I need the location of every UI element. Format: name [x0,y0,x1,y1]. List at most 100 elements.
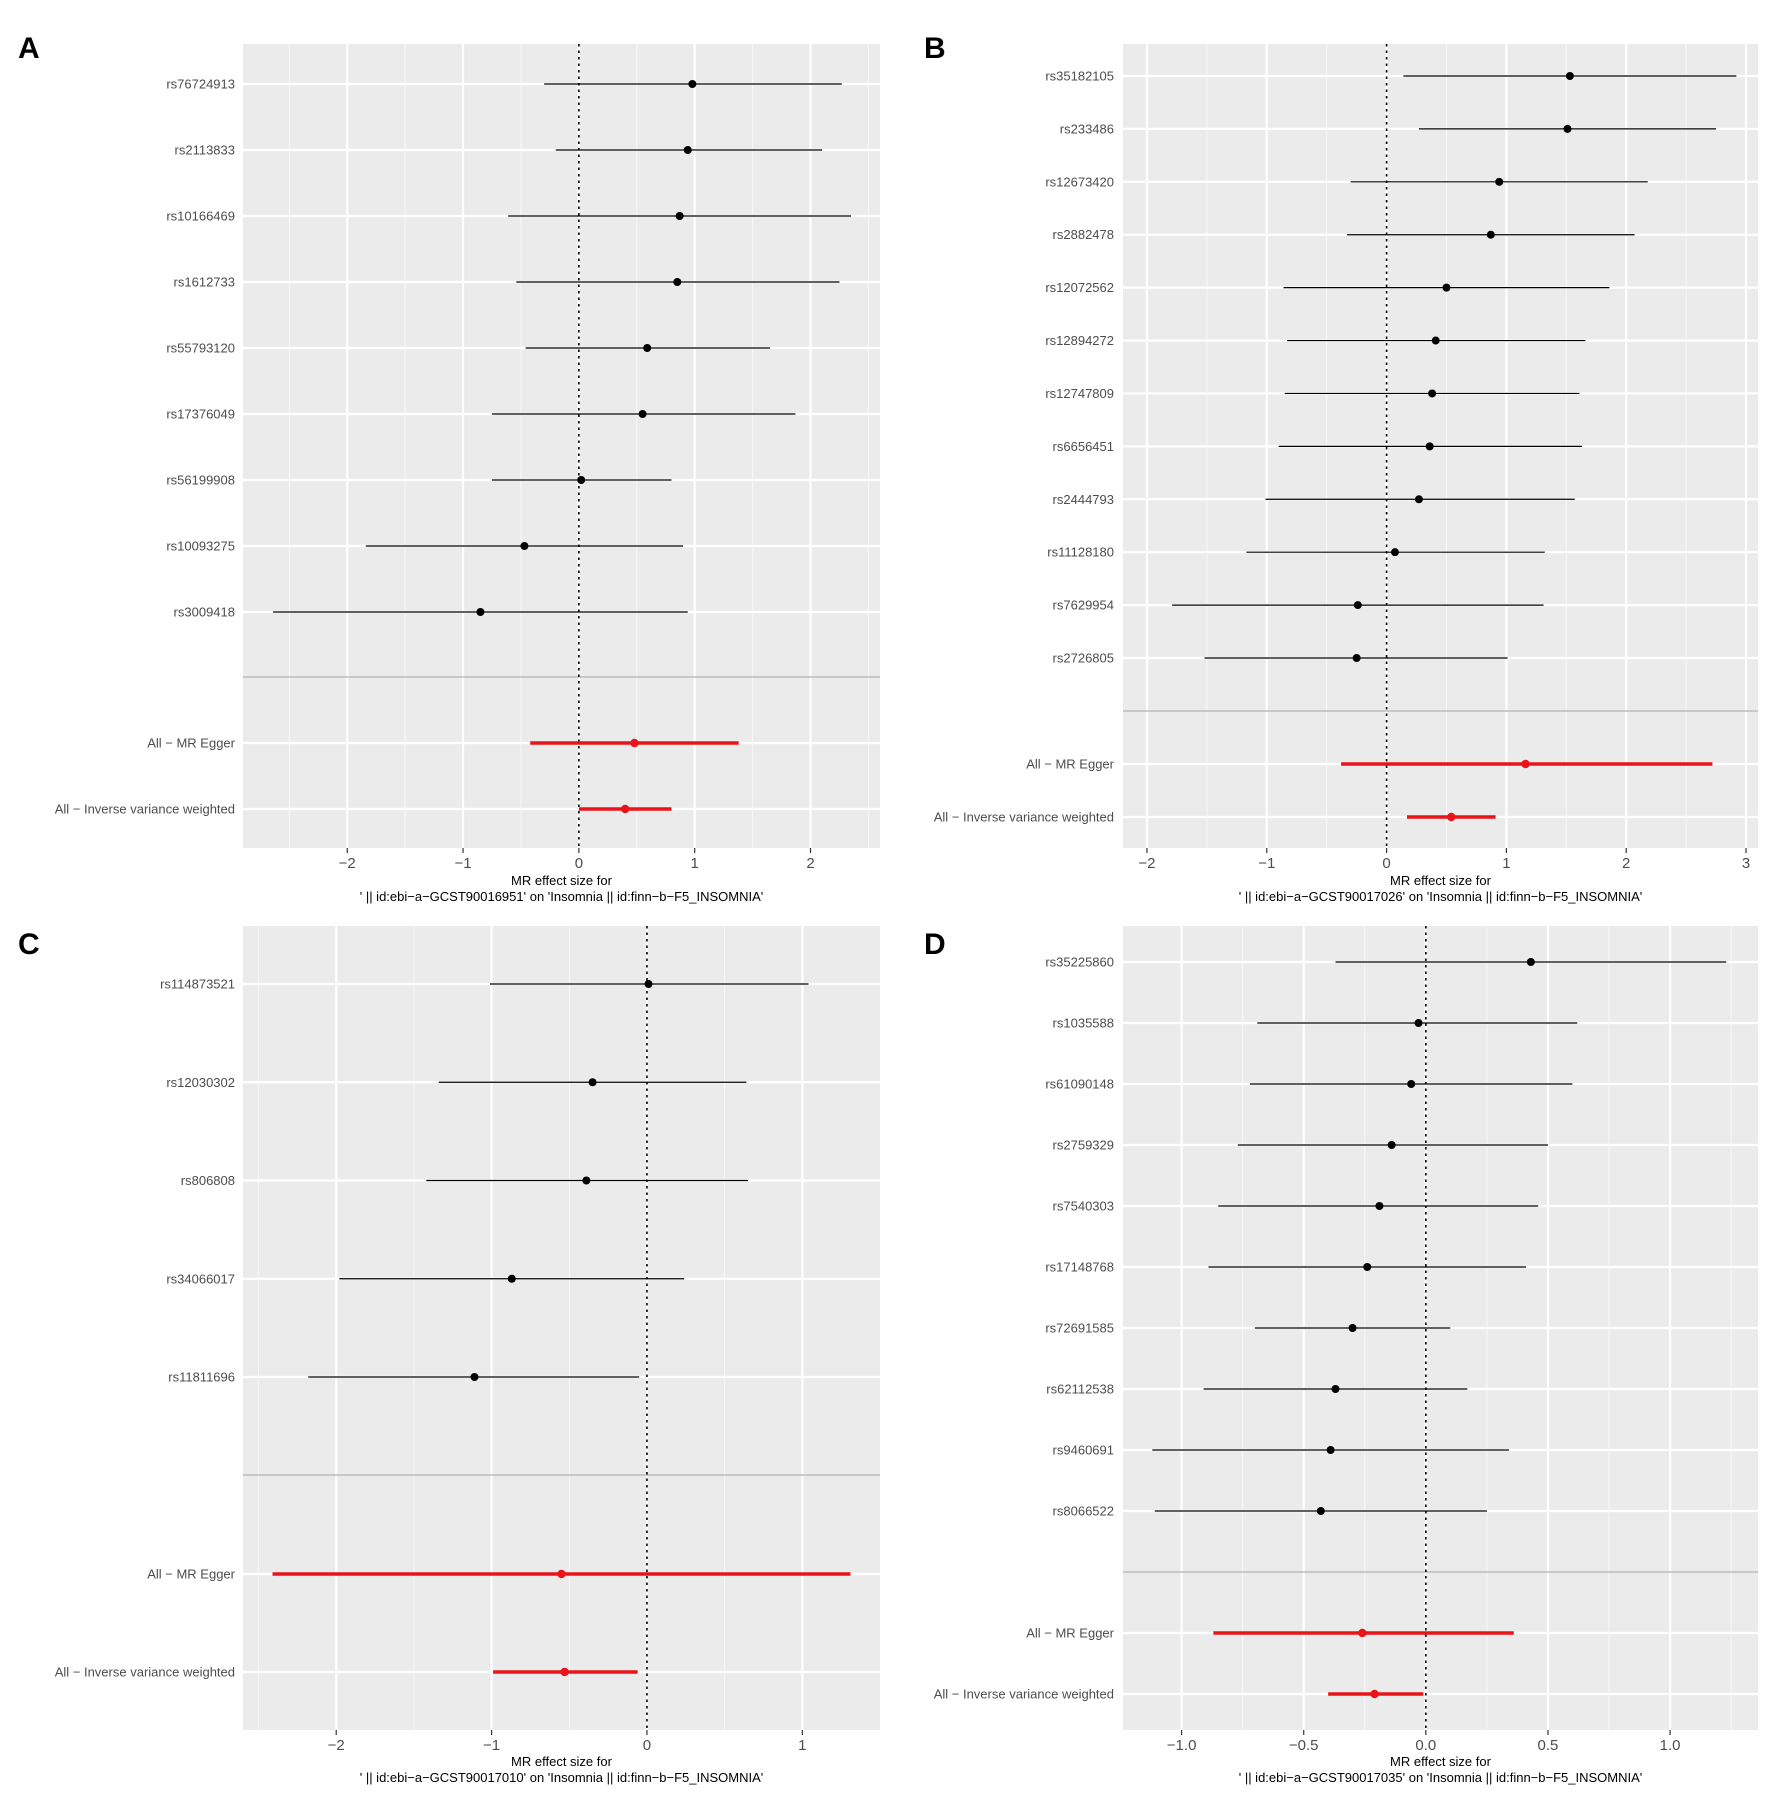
snp-estimate-point [1390,548,1399,557]
snp-estimate-point [1495,177,1504,186]
snp-label: rs62112538 [1046,1382,1114,1397]
snp-estimate-point [507,1274,516,1283]
panel-letter: C [18,928,40,961]
snp-label: rs12072562 [1045,280,1114,295]
snp-label: rs34066017 [166,1271,235,1286]
x-tick-label: 2 [806,855,814,872]
snp-estimate-point [1442,283,1451,292]
x-tick-label: −1 [1258,855,1275,872]
x-tick-label: 0 [643,1737,651,1754]
snp-label: rs56199908 [166,473,235,488]
summary-label: All − MR Egger [1026,1626,1114,1641]
summary-label: All − MR Egger [147,736,235,751]
snp-estimate-point [644,980,653,988]
plot-background [243,44,880,848]
snp-label: rs76724913 [166,77,235,92]
x-tick-label: −1.0 [1167,1737,1197,1754]
snp-estimate-point [643,344,652,352]
x-tick-label: −1 [483,1737,500,1754]
snp-estimate-point [1526,958,1535,966]
snp-estimate-point [1563,124,1572,133]
snp-label: rs12747809 [1045,386,1114,401]
snp-estimate-point [1428,389,1437,398]
snp-estimate-point [1331,1385,1340,1393]
snp-label: rs2882478 [1053,227,1114,242]
x-axis-title: MR effect size for [511,873,613,888]
x-axis-subtitle: ' || id:ebi−a−GCST90017026' on 'Insomnia… [1239,889,1643,904]
snp-label: rs1612733 [174,275,235,290]
snp-label: rs17148768 [1045,1260,1114,1275]
snp-label: rs6656451 [1053,439,1114,454]
panel-letter: A [18,32,40,65]
snp-label: rs11128180 [1047,545,1114,560]
snp-label: rs233486 [1060,121,1114,136]
snp-estimate-point [1407,1080,1416,1088]
snp-label: rs7629954 [1053,598,1114,613]
snp-label: rs17376049 [166,407,235,422]
snp-estimate-point [588,1078,597,1087]
summary-label: All − Inverse variance weighted [55,802,235,817]
panel-letter: B [924,32,946,65]
summary-estimate-point [1358,1628,1367,1638]
snp-estimate-point [1431,336,1440,345]
summary-label: All − Inverse variance weighted [55,1665,235,1680]
summary-label: All − MR Egger [1026,757,1114,772]
summary-estimate-point [1447,812,1456,822]
x-axis-subtitle: ' || id:ebi−a−GCST90016951' on 'Insomnia… [360,889,764,904]
x-tick-label: 1 [798,1737,806,1754]
summary-estimate-point [557,1569,566,1579]
snp-estimate-point [1316,1507,1325,1515]
snp-estimate-point [1363,1263,1372,1271]
snp-label: rs61090148 [1045,1077,1114,1092]
x-tick-label: −0.5 [1289,1737,1319,1754]
snp-label: rs11811696 [168,1370,235,1385]
snp-label: rs1035588 [1053,1016,1114,1031]
snp-estimate-point [673,278,682,286]
snp-estimate-point [1326,1446,1335,1454]
snp-label: rs2759329 [1053,1138,1114,1153]
snp-estimate-point [582,1176,591,1185]
snp-estimate-point [683,146,692,154]
plot-background [243,926,880,1730]
snp-estimate-point [638,410,647,418]
x-tick-label: −2 [339,855,356,872]
snp-estimate-point [1486,230,1495,239]
snp-estimate-point [1425,442,1434,451]
summary-estimate-point [621,804,630,814]
snp-label: rs35225860 [1045,955,1114,970]
x-tick-label: 1.0 [1660,1737,1681,1754]
snp-label: rs2444793 [1053,492,1114,507]
x-tick-label: 2 [1622,855,1630,872]
snp-label: rs35182105 [1045,69,1114,84]
snp-estimate-point [1414,495,1423,504]
snp-estimate-point [577,476,586,484]
snp-label: rs10166469 [166,209,235,224]
x-axis-subtitle: ' || id:ebi−a−GCST90017035' on 'Insomnia… [1239,1770,1643,1785]
summary-estimate-point [560,1667,569,1677]
snp-estimate-point [1348,1324,1357,1332]
snp-estimate-point [1375,1202,1384,1210]
x-axis-title: MR effect size for [1390,873,1492,888]
snp-label: rs114873521 [160,977,235,992]
snp-label: rs9460691 [1053,1443,1114,1458]
snp-label: rs72691585 [1045,1321,1114,1336]
x-tick-label: 0 [1382,855,1390,872]
snp-label: rs806808 [181,1173,235,1188]
x-tick-label: −2 [1138,855,1155,872]
x-tick-label: 1 [1502,855,1510,872]
x-tick-label: 0.0 [1415,1737,1436,1754]
x-tick-label: 0.5 [1538,1737,1559,1754]
snp-estimate-point [1352,654,1361,662]
snp-estimate-point [520,542,529,550]
summary-label: All − Inverse variance weighted [934,810,1114,825]
snp-estimate-point [1353,601,1362,610]
x-tick-label: −1 [454,855,471,872]
x-axis-subtitle: ' || id:ebi−a−GCST90017010' on 'Insomnia… [360,1770,764,1785]
snp-label: rs2726805 [1053,651,1114,666]
snp-label: rs12894272 [1045,333,1114,348]
x-tick-label: 3 [1742,855,1750,872]
snp-label: rs55793120 [166,341,235,356]
